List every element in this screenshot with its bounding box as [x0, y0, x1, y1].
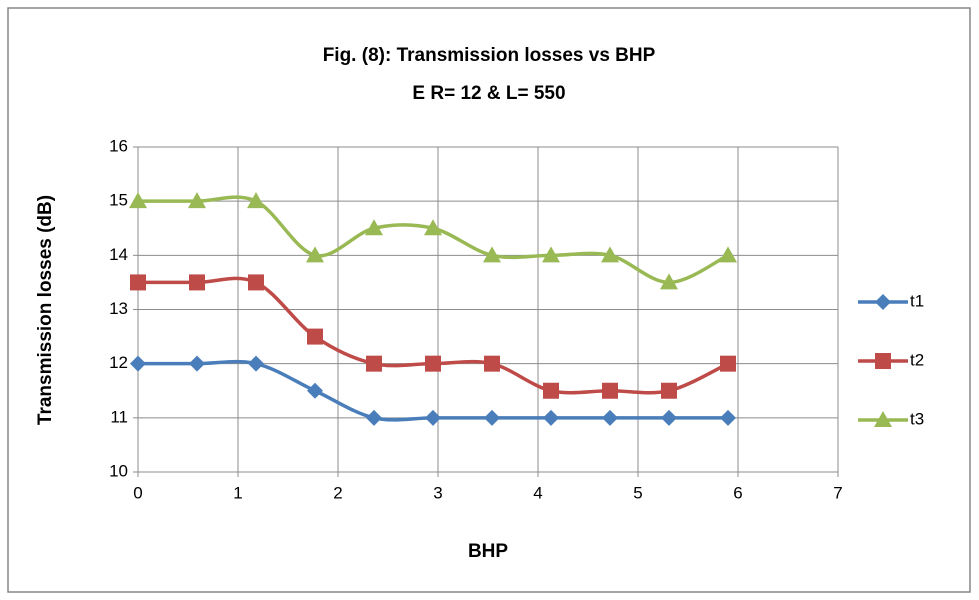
data-point: [661, 382, 677, 399]
legend-label: t3: [910, 409, 924, 428]
data-point: [602, 382, 618, 399]
y-tick-label: 13: [109, 299, 128, 318]
data-point: [188, 192, 206, 209]
chart-subtitle: E R= 12 & L= 550: [412, 83, 565, 104]
y-tick-label: 14: [109, 245, 128, 264]
y-tick-label: 15: [109, 191, 128, 210]
data-point: [129, 192, 147, 209]
legend-label: t1: [910, 291, 924, 310]
data-point: [483, 246, 501, 263]
chart-border: [7, 7, 971, 593]
data-point: [424, 219, 442, 236]
legend-marker: [875, 294, 891, 310]
x-tick-label: 7: [833, 483, 842, 502]
legend-label: t2: [910, 350, 924, 369]
data-point: [425, 355, 441, 372]
data-point: [306, 246, 324, 263]
data-point: [189, 274, 205, 291]
y-tick-label: 10: [109, 461, 128, 480]
x-tick-label: 6: [733, 483, 742, 502]
data-point: [365, 219, 383, 236]
x-tick-label: 0: [133, 483, 142, 502]
data-point: [720, 409, 736, 426]
chart-title: Fig. (8): Transmission losses vs BHP: [323, 45, 656, 66]
legend-marker: [874, 411, 892, 427]
data-point: [247, 192, 265, 209]
x-tick-label: 4: [533, 483, 542, 502]
x-axis-title: BHP: [468, 541, 508, 562]
x-tick-label: 5: [633, 483, 642, 502]
data-point: [130, 355, 146, 372]
data-point: [719, 246, 737, 263]
data-point: [425, 409, 441, 426]
data-point: [720, 355, 736, 372]
data-point: [484, 355, 500, 372]
data-point: [366, 355, 382, 372]
y-tick-label: 12: [109, 353, 128, 372]
data-point: [543, 382, 559, 399]
data-point: [601, 246, 619, 263]
data-point: [660, 273, 678, 290]
x-tick-label: 3: [433, 483, 442, 502]
data-point: [484, 409, 500, 426]
legend-marker: [875, 353, 891, 369]
x-tick-label: 2: [333, 483, 342, 502]
data-point: [366, 409, 382, 426]
data-point: [248, 355, 264, 372]
data-point: [307, 382, 323, 399]
y-tick-label: 16: [109, 136, 128, 155]
data-point: [602, 409, 618, 426]
data-point: [248, 274, 264, 291]
data-point: [189, 355, 205, 372]
data-point: [130, 274, 146, 291]
y-tick-label: 11: [110, 407, 128, 426]
y-axis-title: Transmission losses (dB): [35, 195, 56, 425]
data-point: [307, 328, 323, 345]
data-point: [543, 409, 559, 426]
data-point: [542, 246, 560, 263]
data-point: [661, 409, 677, 426]
x-tick-label: 1: [233, 483, 242, 502]
